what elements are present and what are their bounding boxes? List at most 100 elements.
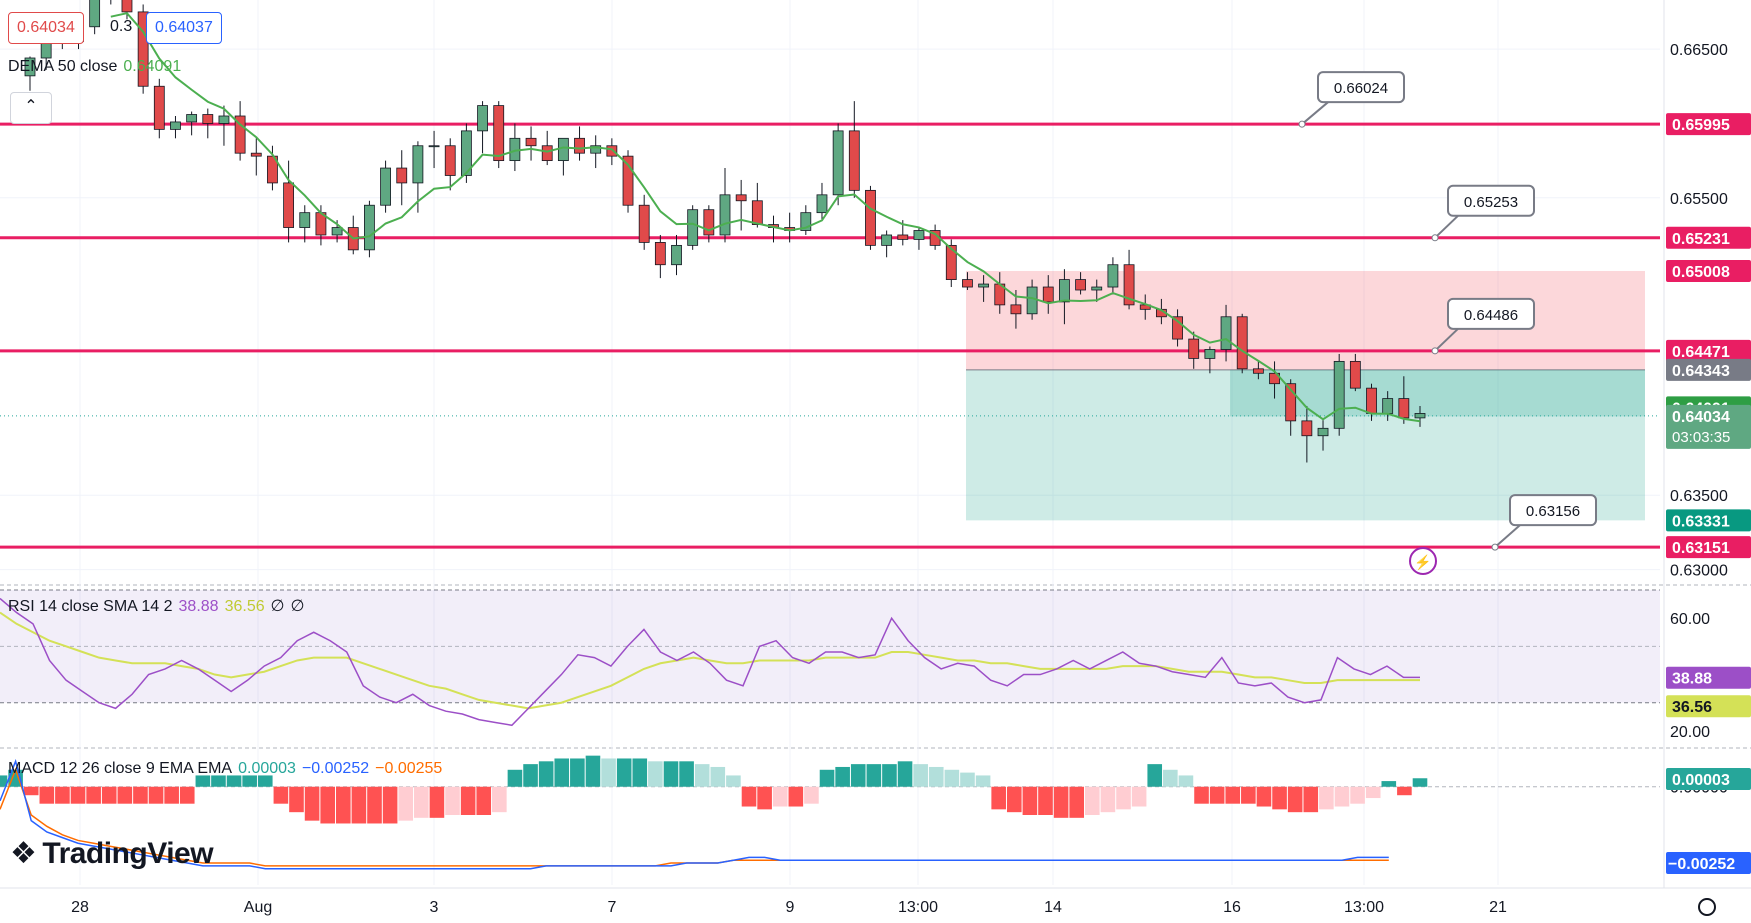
candle-body (719, 194, 731, 236)
candle-body (477, 105, 488, 132)
macd-histogram-bar (757, 786, 772, 810)
candle-body (1366, 387, 1377, 414)
candle-body (1333, 360, 1345, 429)
candle-body (962, 279, 973, 288)
level-axis-label-bg (1666, 113, 1751, 136)
candle-body (800, 212, 812, 231)
candle-body (1204, 349, 1216, 359)
macd-histogram-bar (1100, 786, 1116, 813)
macd-histogram-bar (1163, 769, 1178, 787)
candle-body (1042, 286, 1054, 303)
rsi-legend-value: 38.88 (178, 598, 219, 615)
entry-axis-label-bg (1666, 358, 1751, 381)
rsi-legend-extra1: ∅ (270, 598, 285, 615)
time-axis-tick: 13:00 (898, 899, 938, 916)
macd-line-axis-label: −0.00252 (1668, 856, 1735, 873)
dema-legend[interactable]: DEMA 50 close 0.64091 (8, 58, 187, 76)
candle-body (735, 194, 747, 202)
collapse-legend-button[interactable]: ⌃ (10, 92, 52, 124)
candle-body (1107, 264, 1119, 288)
ask-price-box[interactable]: 0.64037 (146, 12, 222, 44)
rsi-sma-line (0, 611, 1420, 710)
macd-histogram-bar (445, 786, 460, 815)
price-axis-tick: 0.65500 (1670, 191, 1728, 208)
candle-body (202, 114, 214, 124)
entry-axis-label: 0.64343 (1672, 363, 1730, 380)
candle-body (654, 242, 666, 266)
macd-histogram-bar (788, 786, 804, 807)
macd-histogram-bar (1085, 786, 1100, 815)
macd-histogram-bar (913, 764, 928, 787)
candle-body (1236, 316, 1248, 370)
rsi-axis-label: 38.88 (1672, 671, 1712, 688)
macd-histogram-bar (523, 764, 538, 787)
callout-leader (1301, 101, 1329, 125)
macd-histogram-bar (1303, 786, 1319, 813)
candle-body (364, 204, 375, 251)
macd-histogram-bar (772, 786, 788, 807)
macd-legend[interactable]: MACD 12 26 close 9 EMA EMA 0.00003 −0.0025… (8, 760, 448, 778)
candle-body (848, 130, 860, 191)
candle-body (1252, 368, 1264, 374)
candle-body (945, 244, 957, 280)
tradingview-logo[interactable]: ❖ TradingView (10, 836, 214, 871)
open-profit-zone (1230, 369, 1645, 417)
price-axis-tick: 0.63500 (1670, 488, 1728, 505)
candle-body (218, 115, 230, 124)
candle-body (557, 137, 569, 162)
macd-histogram-bar (335, 786, 351, 824)
spread-value: 0.3 (110, 18, 133, 35)
macd-histogram-bar (866, 764, 882, 787)
macd-histogram-bar (1038, 786, 1053, 815)
macd-histogram-bar (351, 786, 367, 824)
candle-body (428, 145, 440, 148)
macd-histogram-bar (1412, 778, 1428, 787)
candle-body (1317, 427, 1329, 437)
macd-histogram-bar (1225, 786, 1241, 804)
candle-body (1220, 316, 1232, 350)
candle-body (1026, 286, 1038, 315)
macd-hist-axis-label: 0.00003 (1672, 772, 1730, 789)
candle-body (153, 85, 165, 130)
macd-histogram-bar (1147, 764, 1163, 787)
macd-histogram-bar (632, 758, 648, 787)
level-axis-label: 0.63151 (1672, 540, 1730, 557)
alert-lightning-glyph: ⚡ (1414, 554, 1431, 571)
macd-histogram-bar (1053, 786, 1069, 818)
macd-histogram-bar (70, 786, 86, 804)
candle-body (687, 209, 699, 246)
macd-histogram-bar (273, 786, 289, 804)
macd-histogram-bar (648, 761, 663, 787)
rsi-sma-axis-label-bg (1666, 695, 1751, 718)
candle-body (121, 0, 133, 13)
current-price-axis-label: 0.64034 (1672, 409, 1730, 426)
macd-histogram-bar (1006, 786, 1022, 813)
candle-body (283, 182, 295, 228)
macd-histogram-bar (476, 786, 492, 815)
macd-histogram-bar (0, 775, 8, 787)
macd-hist-legend-value: 0.00003 (238, 760, 296, 777)
time-axis-tick: 13:00 (1344, 899, 1384, 916)
macd-histogram-bar (86, 786, 101, 804)
stop-axis-label: 0.65008 (1672, 264, 1730, 281)
macd-histogram-bar (570, 758, 585, 787)
macd-histogram-bar (23, 786, 39, 796)
bid-price-box[interactable]: 0.64034 (8, 12, 84, 44)
macd-histogram-bar (148, 786, 164, 804)
macd-histogram-bar (835, 766, 850, 787)
candle-body (24, 57, 36, 77)
macd-histogram-bar (928, 766, 944, 787)
target-axis-label-bg (1666, 509, 1751, 532)
price-axis-tick: 0.66500 (1670, 42, 1728, 59)
rsi-legend[interactable]: RSI 14 close SMA 14 2 38.88 36.56 ∅ ∅ (8, 596, 311, 616)
candle-body (574, 137, 585, 154)
macd-histogram-bar (710, 766, 726, 787)
macd-histogram-bar (897, 761, 913, 787)
macd-line (0, 758, 1389, 870)
candle-body (865, 189, 876, 246)
candle-body (671, 244, 682, 266)
macd-histogram-bar (554, 758, 570, 787)
macd-histogram-bar (1241, 786, 1256, 804)
candle-body (299, 212, 311, 228)
